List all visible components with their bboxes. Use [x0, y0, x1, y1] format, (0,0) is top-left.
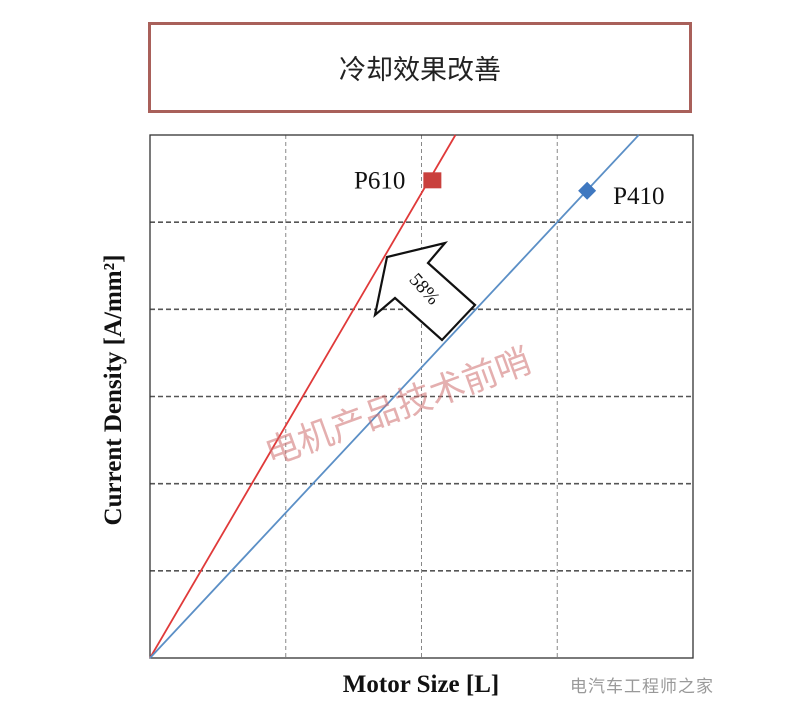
marker-p610 [423, 172, 442, 189]
improvement-arrow [373, 241, 477, 342]
point-label-p410: P410 [613, 183, 664, 210]
grid [150, 135, 693, 658]
x-axis-label: Motor Size [L] [343, 671, 499, 698]
plot-frame [149, 134, 694, 659]
y-axis-label: Current Density [A/mm²] [100, 255, 127, 526]
marker-p410 [578, 181, 597, 200]
watermark-center: 电机产品技术前哨 [260, 341, 537, 474]
series-line-p410 [149, 134, 640, 659]
point-label-p610: P610 [354, 167, 405, 194]
series-line-p610 [149, 134, 457, 659]
corner-watermark: 电汽车工程师之家 [570, 677, 714, 697]
chart-title: 冷却效果改善 [148, 22, 692, 113]
